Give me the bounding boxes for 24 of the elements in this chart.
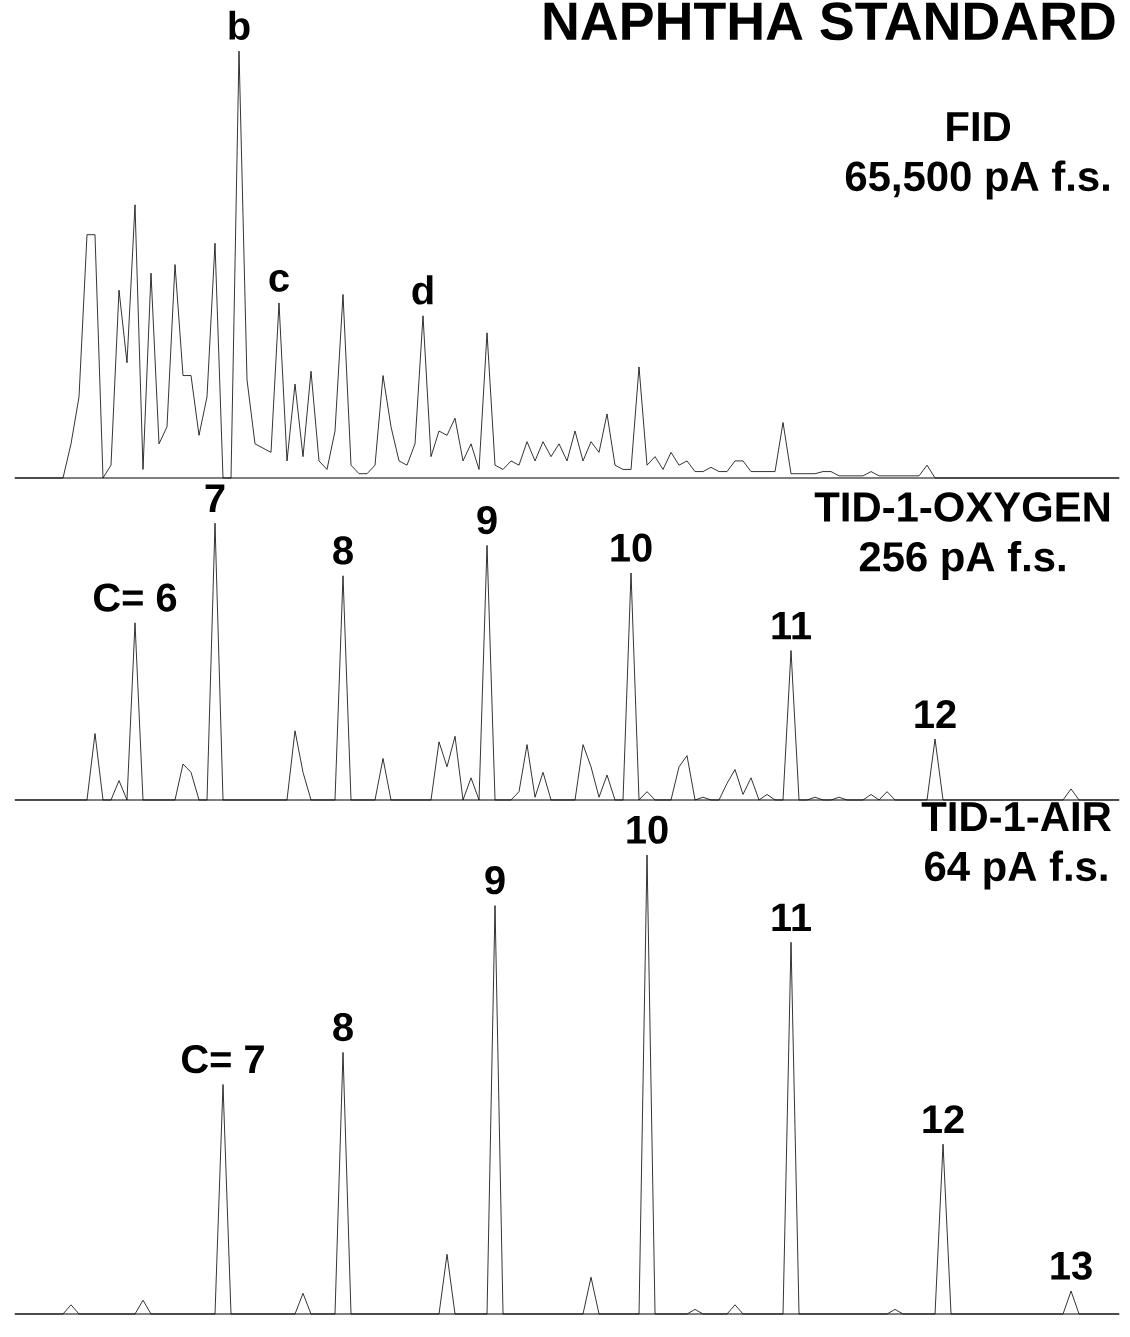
annotation: 13: [1051, 1251, 1092, 1280]
annotation: 11: [772, 611, 811, 640]
annotation: 12: [923, 1105, 964, 1133]
annotation: 8: [333, 1012, 353, 1042]
annotation: 9: [477, 505, 497, 535]
annotation: 10: [611, 533, 652, 562]
annotation: 7: [205, 484, 225, 512]
annotation: 9: [485, 866, 505, 895]
text: TID-1-AIR: [921, 802, 1111, 831]
annotation: 11: [772, 903, 811, 932]
text: TID-1-OXYGEN: [814, 492, 1110, 522]
chart-title: NAPHTHA STANDARD: [544, 2, 1115, 41]
annotation: 10: [627, 815, 668, 844]
annotation: C= 6: [94, 583, 177, 612]
annotation: 12: [915, 700, 956, 728]
annotation: b: [229, 10, 250, 40]
annotation: 64 pA f.s.: [925, 850, 1107, 890]
annotation: d: [412, 275, 433, 305]
annotation: C= 7: [182, 1045, 264, 1074]
annotation: 8: [333, 536, 353, 565]
annotation: FID: [947, 112, 1011, 141]
annotation: 256 pA f.s.: [859, 540, 1065, 580]
annotation: c: [269, 269, 289, 292]
annotation: 65,500 pA f.s.: [845, 160, 1109, 200]
